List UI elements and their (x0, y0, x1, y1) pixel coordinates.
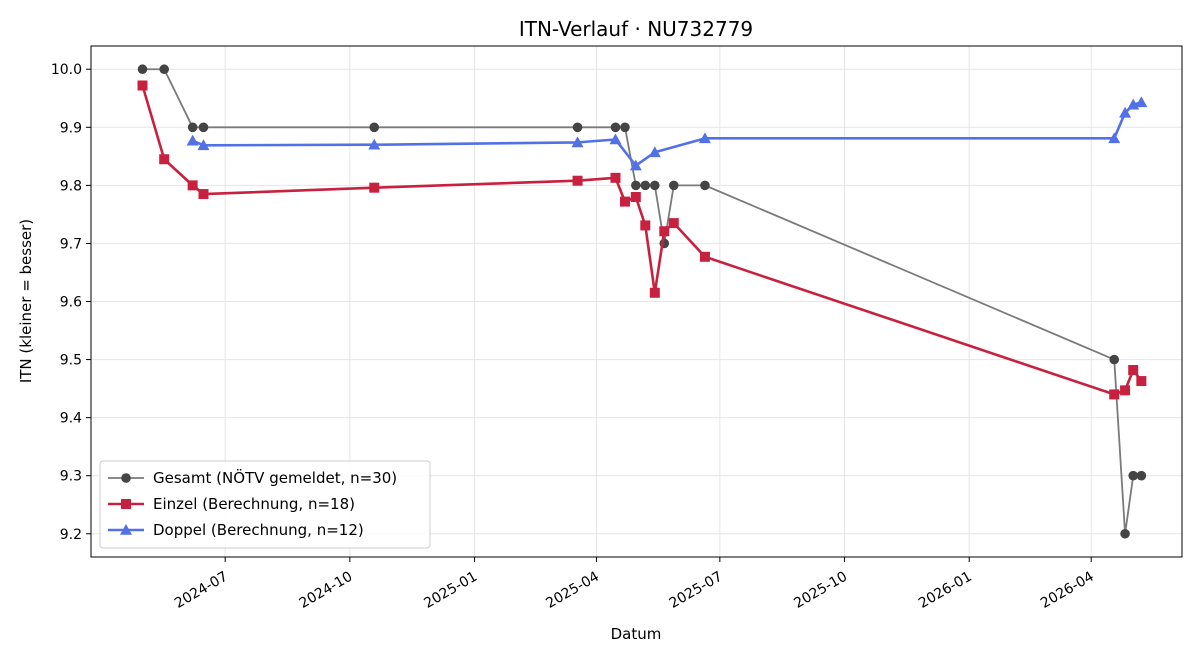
series-1 (137, 80, 1147, 400)
legend-item-2: Doppel (Berechnung, n=12) (108, 521, 364, 539)
y-tick-label: 9.9 (60, 120, 82, 136)
chart-title: ITN-Verlauf · NU732779 (519, 17, 753, 41)
data-point (1119, 106, 1132, 118)
y-axis: 9.2 9.3 9.4 9.5 9.6 9.7 9.8 9.9 10.0 (51, 62, 91, 543)
data-point (1109, 389, 1120, 400)
data-point (369, 122, 380, 133)
data-point (630, 191, 641, 202)
data-point (1120, 528, 1130, 539)
data-point (1128, 470, 1139, 481)
x-axis-title: Datum (611, 625, 662, 643)
data-point (700, 180, 710, 191)
data-point (198, 189, 209, 200)
data-point (668, 218, 679, 229)
data-point (369, 182, 380, 193)
y-tick-label: 9.8 (60, 178, 82, 194)
data-point (648, 146, 661, 158)
y-tick-label: 9.6 (60, 295, 82, 311)
data-point (619, 196, 630, 207)
data-point (1136, 376, 1147, 387)
legend-label: Gesamt (NÖTV gemeldet, n=30) (153, 468, 397, 487)
data-point (640, 220, 651, 231)
data-point (698, 132, 711, 144)
data-point (159, 154, 170, 165)
legend: Gesamt (NÖTV gemeldet, n=30) Einzel (Bere… (99, 460, 431, 549)
series-2 (186, 96, 1148, 171)
data-point (186, 134, 199, 146)
data-point (368, 138, 381, 150)
series-0 (137, 64, 1147, 539)
data-point (610, 172, 621, 183)
data-point (1120, 385, 1131, 396)
grid-layer (91, 46, 1182, 557)
data-point (620, 122, 630, 133)
legend-label: Doppel (Berechnung, n=12) (153, 521, 364, 539)
y-tick-label: 9.2 (60, 527, 82, 543)
legend-item-1: Einzel (Berechnung, n=18) (108, 495, 355, 513)
data-point (609, 133, 622, 145)
data-point (640, 180, 651, 191)
data-point (1108, 132, 1121, 144)
data-point (699, 251, 710, 262)
legend-marker (121, 473, 131, 483)
data-point (1135, 96, 1148, 108)
legend-marker (121, 499, 131, 509)
data-point (137, 80, 148, 91)
y-axis-title: ITN (kleiner = besser) (17, 219, 35, 383)
data-point (159, 64, 169, 75)
data-point (198, 122, 209, 133)
data-point (197, 139, 210, 151)
data-point (1128, 365, 1139, 376)
data-point (571, 136, 584, 148)
y-tick-label: 10.0 (51, 62, 82, 78)
data-point (572, 122, 583, 133)
data-point (1109, 354, 1120, 365)
legend-box (99, 460, 431, 549)
data-point (649, 287, 660, 298)
data-point (649, 180, 660, 191)
y-tick-label: 9.4 (60, 411, 82, 427)
data-point (610, 122, 621, 133)
y-tick-label: 9.5 (60, 353, 82, 369)
legend-marker (120, 524, 132, 535)
data-point (668, 180, 679, 191)
data-point (1136, 470, 1147, 481)
y-tick-label: 9.3 (60, 469, 82, 485)
data-point (187, 180, 198, 191)
y-tick-label: 9.7 (60, 236, 82, 252)
data-point (137, 64, 148, 75)
data-point (572, 175, 583, 186)
legend-item-0: Gesamt (NÖTV gemeldet, n=30) (108, 468, 397, 487)
data-point (631, 180, 641, 191)
data-point (629, 159, 642, 171)
data-point (659, 226, 670, 237)
series-layer (137, 64, 1148, 539)
data-point (187, 122, 198, 133)
legend-label: Einzel (Berechnung, n=18) (153, 495, 355, 513)
